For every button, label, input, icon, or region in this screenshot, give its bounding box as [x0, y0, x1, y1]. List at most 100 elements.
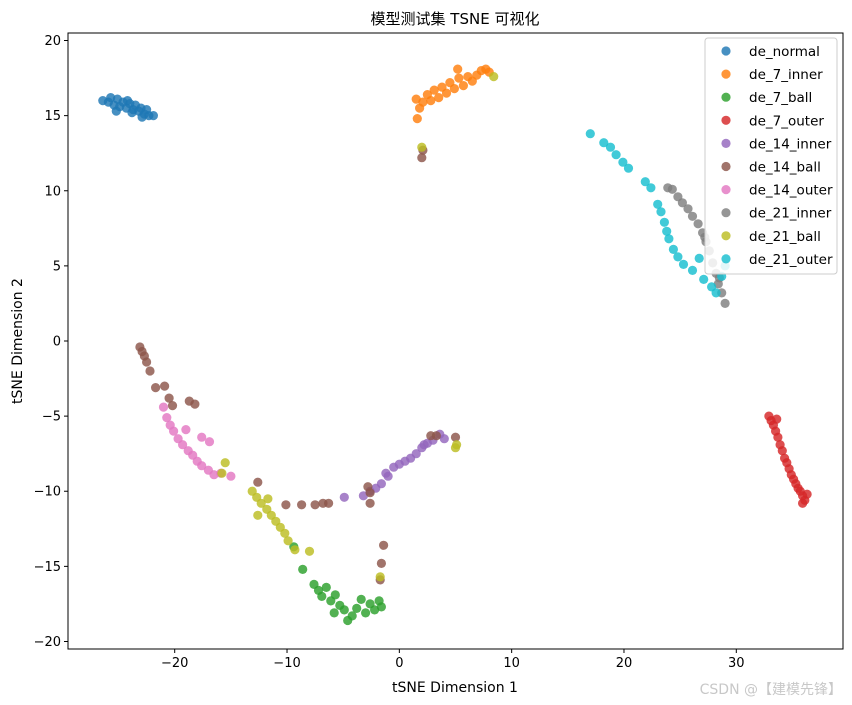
- point-de_7_ball-4: [317, 591, 327, 602]
- legend-label-de_14_outer: de_14_outer: [749, 183, 833, 199]
- legend-marker-de_7_inner: [721, 69, 731, 79]
- legend-label-de_7_outer: de_7_outer: [749, 113, 824, 129]
- point-de_21_inner-14: [720, 298, 730, 308]
- legend-box: [704, 37, 838, 275]
- x-tick-label: 30: [728, 656, 745, 671]
- legend-marker-de_14_inner: [721, 138, 731, 148]
- point-de_21_outer-8: [653, 199, 663, 209]
- point-de_14_outer-0: [158, 402, 169, 412]
- point-de_21_ball-13: [290, 545, 300, 555]
- point-de_7_ball-11: [347, 611, 357, 621]
- point-de_7_outer-17: [802, 489, 812, 499]
- legend-marker-de_normal: [721, 46, 731, 56]
- point-de_14_inner-17: [381, 468, 391, 478]
- y-tick-label: −15: [34, 560, 61, 575]
- point-de_21_outer-9: [656, 207, 666, 217]
- point-de_7_inner-2: [418, 97, 428, 107]
- point-de_21_inner-3: [677, 198, 688, 208]
- point-de_21_outer-0: [585, 129, 595, 139]
- point-de_14_ball-20: [376, 558, 386, 569]
- x-axis-label: tSNE Dimension 1: [392, 680, 518, 696]
- point-de_14_outer-13: [226, 471, 236, 481]
- legend-label-de_21_inner: de_21_inner: [749, 206, 832, 222]
- point-de_21_ball-12: [283, 536, 293, 546]
- x-tick-label: −20: [161, 656, 188, 671]
- point-de_normal-19: [127, 108, 137, 118]
- point-de_21_outer-4: [618, 157, 628, 167]
- point-de_14_ball-8: [167, 401, 178, 411]
- point-de_14_ball-19: [379, 540, 389, 550]
- point-de_7_ball-7: [330, 590, 340, 600]
- legend-label-de_21_ball: de_21_ball: [749, 229, 821, 245]
- point-de_7_outer-19: [772, 414, 782, 424]
- point-de_14_ball-4: [145, 366, 155, 376]
- point-de_7_ball-1: [298, 564, 308, 575]
- point-de_7_ball-14: [361, 608, 371, 618]
- point-de_14_outer-14: [197, 432, 207, 442]
- point-de_21_inner-6: [693, 219, 703, 229]
- point-de_7_inner-11: [454, 73, 464, 83]
- point-de_7_ball-19: [329, 608, 339, 618]
- point-de_14_inner-15: [439, 434, 449, 444]
- legend-marker-de_14_outer: [721, 185, 731, 195]
- point-de_14_ball-18: [365, 498, 375, 508]
- legend-marker-de_21_outer: [721, 254, 731, 264]
- legend-marker-de_14_ball: [721, 161, 731, 172]
- point-de_7_inner-5: [429, 85, 439, 95]
- point-de_normal-18: [122, 96, 133, 106]
- point-de_14_ball-27: [253, 477, 263, 487]
- point-de_14_outer-9: [197, 461, 207, 471]
- point-de_7_ball-13: [356, 594, 366, 605]
- point-de_21_ball-6: [256, 498, 266, 508]
- point-de_21_outer-7: [646, 183, 656, 193]
- point-de_normal-16: [148, 111, 158, 121]
- point-de_7_ball-5: [321, 582, 331, 593]
- point-de_7_inner-20: [453, 64, 463, 74]
- y-tick-label: 0: [53, 335, 61, 350]
- point-de_21_outer-13: [668, 244, 679, 254]
- legend-label-de_normal: de_normal: [749, 44, 820, 60]
- point-de_21_outer-14: [673, 252, 683, 262]
- point-de_21_inner-5: [687, 211, 698, 221]
- point-de_21_ball-1: [489, 72, 499, 82]
- point-de_21_outer-1: [599, 138, 609, 148]
- point-de_21_outer-6: [640, 177, 650, 187]
- point-de_21_ball-19: [375, 572, 385, 582]
- point-de_7_inner-12: [458, 81, 468, 91]
- point-de_7_inner-6: [434, 93, 444, 103]
- point-de_21_outer-16: [687, 265, 698, 275]
- point-de_21_outer-11: [662, 226, 672, 236]
- legend-label-de_14_inner: de_14_inner: [749, 136, 832, 152]
- point-de_21_ball-15: [253, 510, 263, 520]
- point-de_normal-20: [137, 112, 147, 122]
- point-de_14_outer-1: [162, 413, 172, 423]
- y-tick-label: 20: [44, 34, 61, 49]
- point-de_21_ball-3: [217, 468, 227, 478]
- point-de_14_ball-10: [190, 399, 200, 409]
- point-de_14_ball-3: [142, 357, 152, 367]
- point-de_14_inner-10: [411, 449, 421, 459]
- x-axis-ticks: −20 −10 0 10 20 30: [161, 649, 745, 671]
- point-de_14_ball-5: [151, 383, 161, 393]
- legend-marker-de_21_ball: [721, 231, 731, 241]
- point-de_14_outer-16: [204, 437, 215, 447]
- point-de_14_ball-25: [431, 431, 441, 441]
- chart-title: 模型测试集 TSNE 可视化: [371, 10, 540, 28]
- legend-marker-de_21_inner: [721, 208, 731, 218]
- x-tick-label: 0: [395, 656, 403, 671]
- point-de_7_inner-4: [426, 96, 436, 106]
- y-tick-label: 15: [44, 109, 61, 124]
- point-de_14_ball-13: [310, 500, 320, 510]
- point-de_21_ball-11: [280, 528, 290, 538]
- y-tick-label: 10: [44, 184, 61, 199]
- legend-marker-de_7_outer: [721, 115, 731, 125]
- point-de_14_inner-16: [419, 440, 429, 450]
- point-de_21_ball-18: [450, 443, 461, 453]
- point-de_7_outer-18: [798, 498, 808, 508]
- y-tick-label: −20: [34, 635, 61, 650]
- legend-items: de_normal de_7_inner de_7_ball de_7_outerde…: [721, 44, 833, 268]
- point-de_21_outer-5: [623, 163, 634, 173]
- point-de_21_outer-20: [711, 288, 721, 298]
- legend-marker-de_7_ball: [721, 92, 731, 102]
- point-de_21_inner-1: [667, 184, 677, 194]
